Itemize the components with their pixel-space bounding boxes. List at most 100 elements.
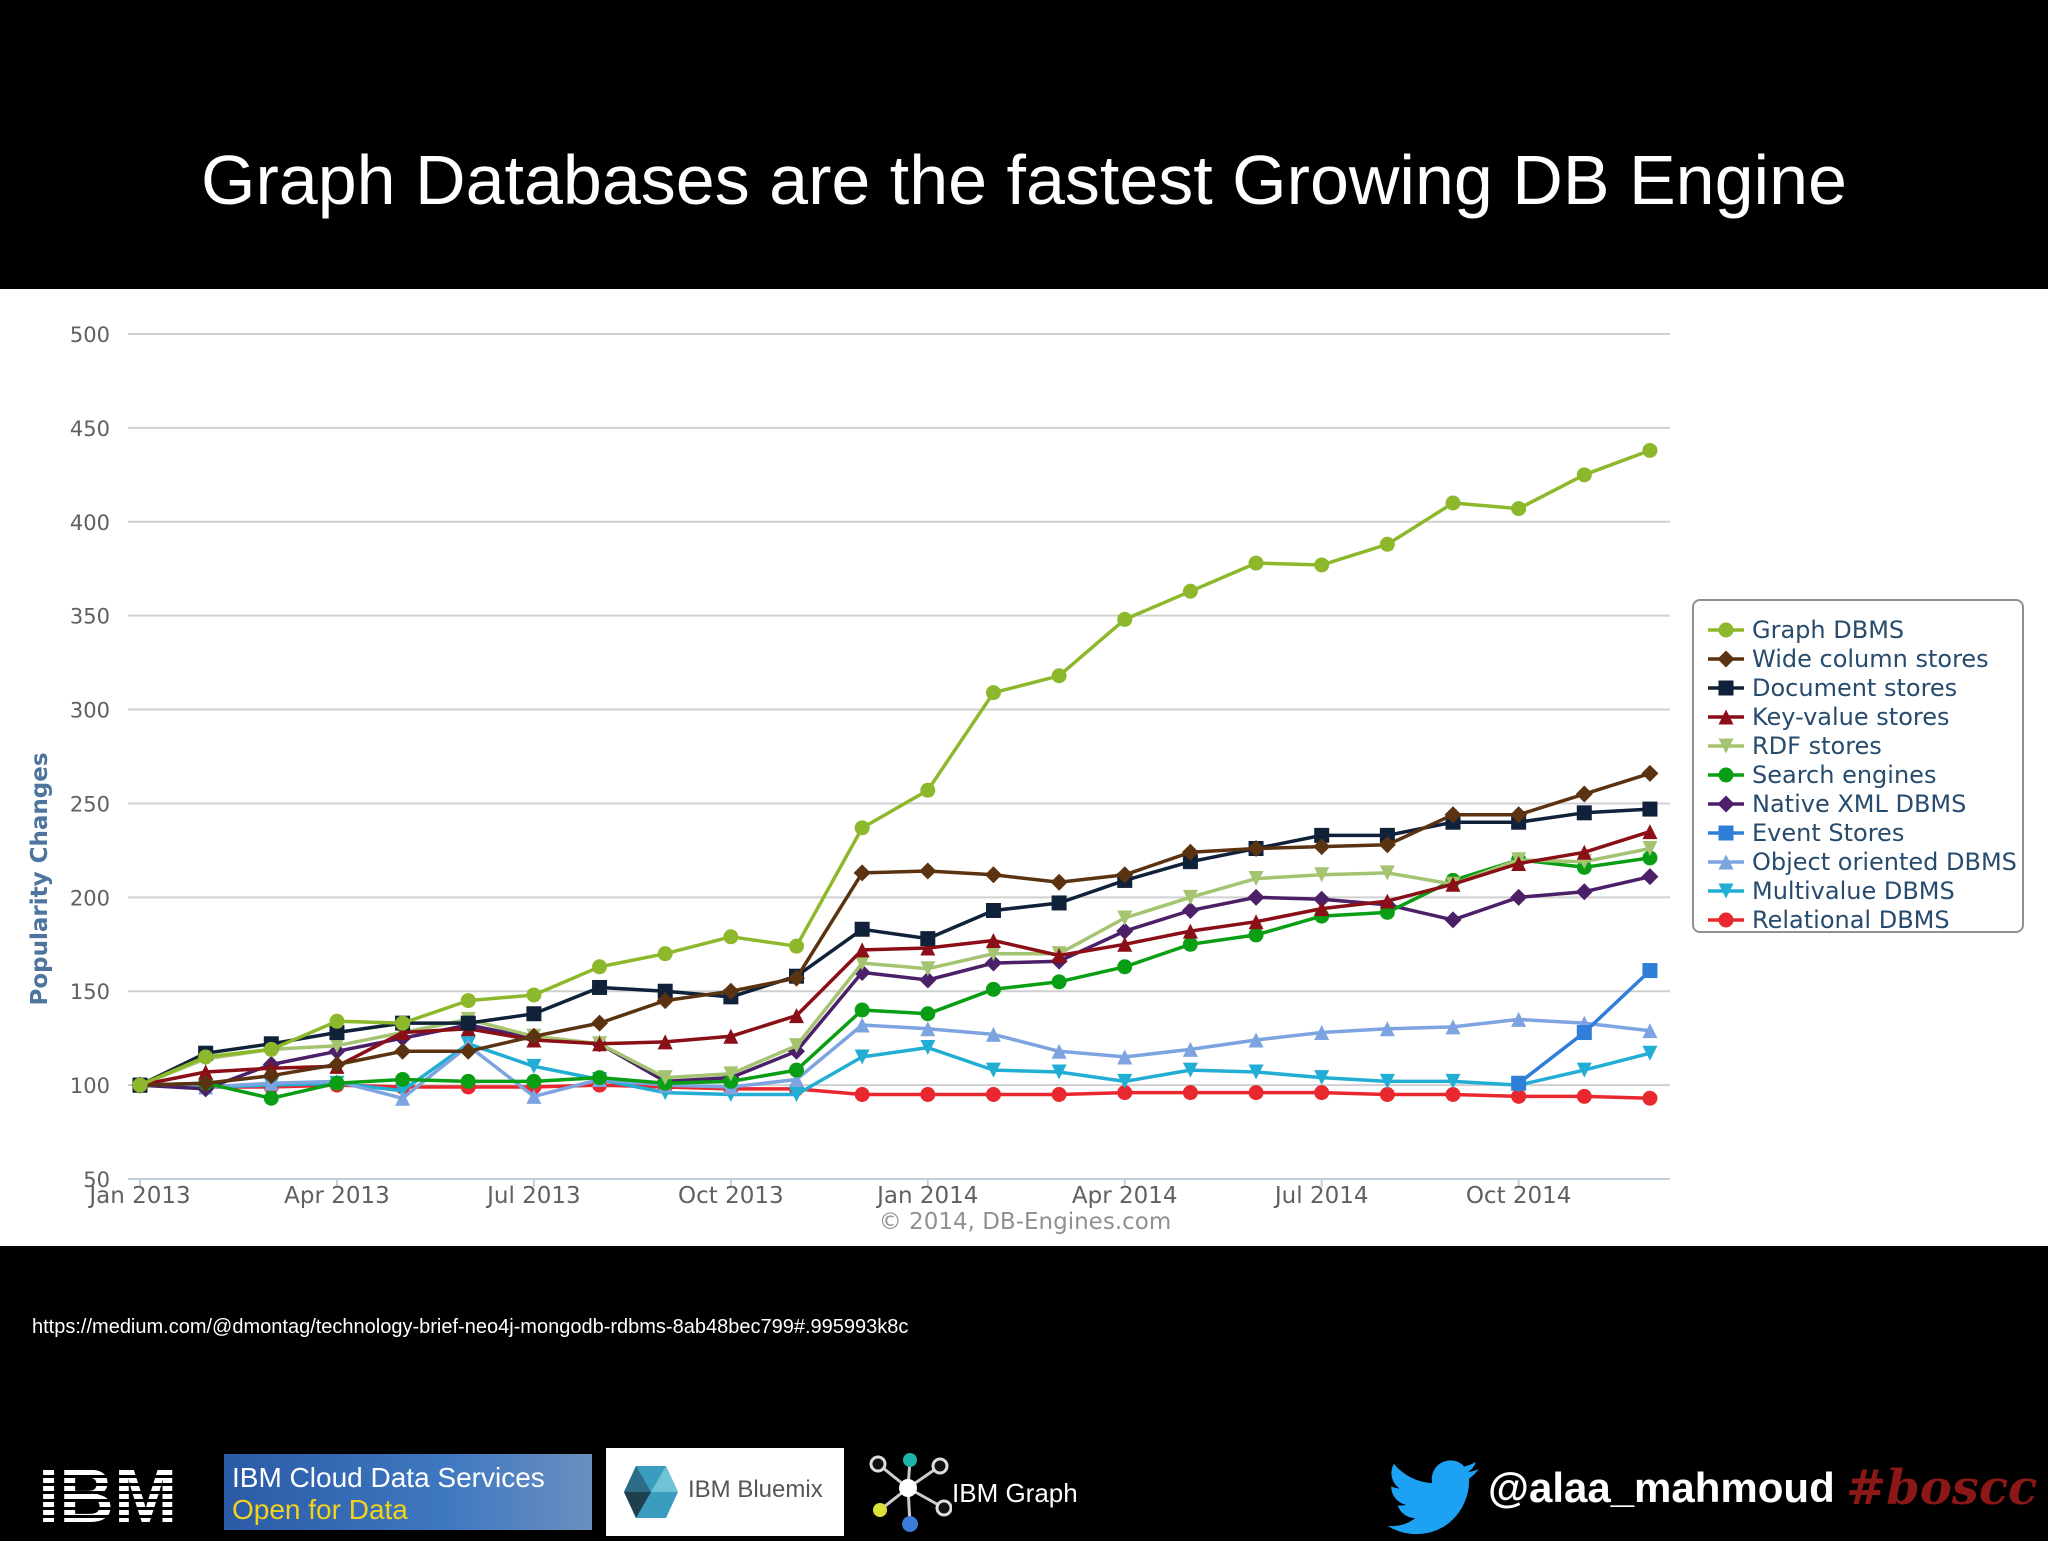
legend-swatch-icon: [1708, 709, 1744, 724]
legend-marker: [1718, 738, 1734, 753]
data-point: [919, 862, 937, 880]
data-point: [592, 1036, 608, 1052]
data-point: [657, 1034, 673, 1050]
data-point: [1511, 1011, 1527, 1027]
legend-marker: [1718, 709, 1734, 724]
series-line: [139, 846, 1651, 1087]
data-point: [854, 1002, 870, 1018]
data-point: [1182, 1062, 1198, 1078]
hashtag: #boscc: [1846, 1460, 2038, 1516]
data-point: [985, 1087, 1001, 1102]
data-point: [460, 993, 476, 1009]
series-graph-dbms: [132, 442, 1658, 1093]
x-tick-label: Jul 2013: [485, 1183, 581, 1209]
data-point: [984, 954, 1002, 972]
data-point: [459, 1042, 477, 1060]
legend-swatch-icon: [1708, 795, 1744, 812]
data-point: [1642, 1045, 1658, 1061]
data-point: [132, 1077, 148, 1093]
y-tick-label: 500: [70, 323, 110, 347]
data-point: [853, 864, 871, 882]
legend-label: Document stores: [1752, 673, 1958, 702]
legend-item[interactable]: Key-value stores: [1708, 702, 2022, 731]
data-point: [789, 938, 804, 954]
legend-item[interactable]: Search engines: [1708, 760, 2022, 789]
legend-item[interactable]: Native XML DBMS: [1708, 789, 2022, 818]
legend-item[interactable]: Multivalue DBMS: [1708, 876, 2022, 905]
data-point: [1642, 841, 1658, 857]
ibm-cloud-data-services-logo: IBM Cloud Data Services Open for Data: [224, 1454, 592, 1530]
data-point: [1445, 1019, 1461, 1035]
data-point: [1642, 850, 1658, 866]
data-point: [1642, 963, 1658, 979]
data-point: [329, 1075, 345, 1091]
y-axis-title: Popularity Changes: [27, 752, 53, 1005]
legend-item[interactable]: Wide column stores: [1708, 644, 2022, 673]
series-line: [139, 807, 1651, 1087]
series-search-engines: [132, 850, 1658, 1106]
data-point: [1247, 888, 1265, 906]
data-point: [329, 1025, 345, 1041]
data-point: [1576, 844, 1592, 860]
ibm-bluemix-logo: IBM Bluemix: [606, 1448, 844, 1536]
source-url[interactable]: https://medium.com/@dmontag/technology-b…: [32, 1316, 909, 1338]
legend-label: Object oriented DBMS: [1752, 847, 2017, 876]
data-point: [1314, 1070, 1330, 1086]
data-point: [1379, 893, 1395, 909]
legend-label: Search engines: [1752, 760, 1937, 789]
y-tick-label: 250: [70, 792, 110, 816]
twitter-bird-icon: [1386, 1460, 1480, 1536]
data-point: [1117, 1049, 1133, 1065]
y-tick-label: 400: [70, 511, 110, 535]
y-tick-label: 450: [70, 417, 110, 441]
data-point: [1576, 467, 1592, 483]
data-point: [1182, 936, 1198, 952]
bluemix-label: IBM Bluemix: [688, 1476, 823, 1503]
legend-item[interactable]: Graph DBMS: [1708, 615, 2022, 644]
data-point: [1313, 838, 1331, 856]
data-point: [525, 1027, 543, 1045]
data-point: [526, 1073, 542, 1089]
data-point: [592, 979, 608, 995]
data-point: [1314, 827, 1330, 843]
y-tick-label: 150: [70, 980, 110, 1004]
data-point: [1117, 1073, 1133, 1089]
legend-item[interactable]: Event Stores: [1708, 818, 2022, 847]
legend-marker: [1718, 680, 1734, 695]
data-point: [198, 1064, 214, 1080]
data-point: [1511, 501, 1527, 517]
legend-marker: [1718, 825, 1734, 840]
legend-swatch-icon: [1708, 883, 1744, 898]
ibm-logo: IBM: [38, 1454, 202, 1539]
cloud-line1: IBM Cloud Data Services: [232, 1462, 545, 1493]
data-point: [1248, 555, 1264, 571]
data-point: [1576, 1025, 1592, 1041]
legend-item[interactable]: Relational DBMS: [1708, 905, 2022, 934]
data-point: [920, 1006, 936, 1022]
data-point: [985, 933, 1001, 949]
data-point: [854, 1087, 870, 1102]
data-point: [1445, 876, 1461, 892]
y-tick-label: 350: [70, 605, 110, 629]
legend-swatch-icon: [1708, 622, 1744, 637]
legend-marker: [1717, 650, 1735, 667]
data-point: [657, 1070, 673, 1086]
data-point: [1248, 914, 1264, 930]
data-point: [788, 969, 805, 987]
series-line: [139, 1017, 1651, 1101]
legend-item[interactable]: Object oriented DBMS: [1708, 847, 2022, 876]
twitter-handle[interactable]: @alaa_mahmoud: [1488, 1464, 1835, 1511]
legend-item[interactable]: RDF stores: [1708, 731, 2022, 760]
data-point: [723, 1028, 739, 1044]
data-point: [985, 981, 1001, 997]
data-point: [1051, 1087, 1067, 1102]
data-point: [920, 940, 936, 956]
data-point: [854, 1017, 870, 1033]
legend-marker: [1717, 795, 1735, 812]
data-point: [1445, 1073, 1461, 1089]
data-point: [1051, 895, 1067, 911]
legend-item[interactable]: Document stores: [1708, 673, 2022, 702]
data-point: [1642, 824, 1658, 840]
data-point: [1051, 668, 1067, 684]
data-point: [198, 1049, 214, 1065]
